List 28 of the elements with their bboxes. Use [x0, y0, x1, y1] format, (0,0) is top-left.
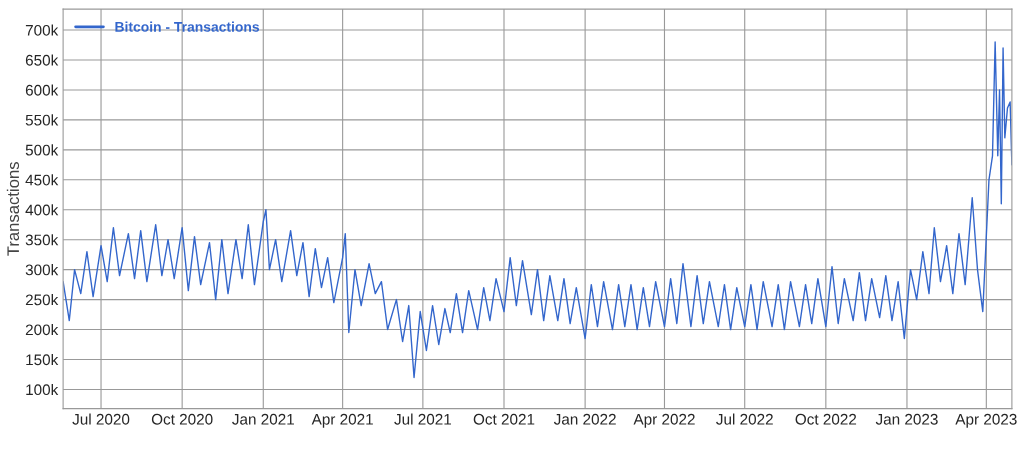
y-tick-label: 300k	[25, 264, 59, 276]
y-tick-label: 250k	[25, 294, 59, 306]
y-tick-label: 500k	[25, 144, 59, 156]
x-tick-label: Apr 2023	[955, 413, 1017, 428]
x-tick-label: Jul 2022	[716, 413, 773, 425]
line-series	[63, 41, 1012, 379]
x-tick-label: Apr 2021	[311, 413, 373, 428]
y-tick-label: 150k	[26, 353, 59, 366]
x-tick-label: Jan 2023	[875, 413, 938, 425]
y-tick-label: 200k	[25, 324, 59, 336]
x-tick-label: Jan 2022	[553, 413, 616, 425]
x-tick-label: Oct 2022	[795, 413, 857, 425]
y-tick-label: 650k	[25, 54, 59, 66]
x-tick-label: Jul 2020	[72, 413, 130, 425]
y-tick-label: 400k	[25, 204, 59, 216]
x-tick-label: Oct 2021	[473, 413, 535, 425]
y-tick-label: 350k	[25, 234, 59, 246]
x-tick-label: Apr 2022	[633, 413, 695, 428]
x-tick-label: Jul 2021	[394, 413, 452, 425]
y-tick-label: 450k	[25, 174, 59, 186]
y-tick-label: 600k	[25, 84, 59, 96]
y-tick-label: 700k	[25, 24, 59, 36]
y-axis-title: Transactions	[6, 162, 20, 256]
y-tick-label: 100k	[26, 383, 59, 396]
x-tick-label: Jan 2021	[232, 413, 294, 425]
y-tick-label: 550k	[25, 114, 59, 126]
x-tick-label: Oct 2020	[151, 413, 213, 425]
legend-label: Bitcoin - Transactions	[115, 21, 260, 32]
